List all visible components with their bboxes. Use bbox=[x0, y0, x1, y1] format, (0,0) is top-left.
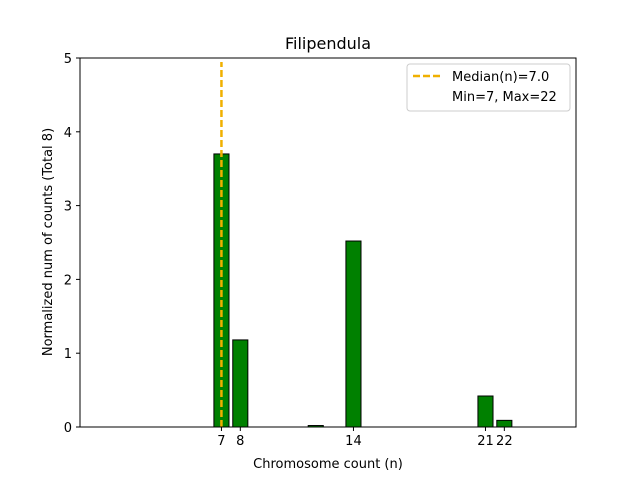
y-tick-label-2: 2 bbox=[64, 273, 72, 288]
bar-14 bbox=[345, 240, 362, 428]
legend-median-label: Median(n)=7.0 bbox=[452, 70, 549, 85]
legend-minmax-label: Min=7, Max=22 bbox=[452, 90, 557, 105]
x-tick-label-8: 8 bbox=[236, 434, 244, 449]
x-axis-label: Chromosome count (n) bbox=[253, 457, 403, 472]
y-axis-ticks: 0 1 2 3 4 5 bbox=[64, 52, 80, 436]
bar-22 bbox=[496, 419, 513, 428]
y-tick-label-0: 0 bbox=[64, 421, 72, 436]
bar-8 bbox=[232, 339, 249, 428]
y-tick-label-3: 3 bbox=[64, 200, 72, 215]
legend: Median(n)=7.0 Min=7, Max=22 bbox=[406, 63, 571, 112]
x-tick-label-7: 7 bbox=[217, 434, 225, 449]
chart-title: Filipendula bbox=[285, 34, 371, 53]
x-axis-ticks: 7 8 14 21 22 bbox=[217, 427, 513, 449]
y-tick-label-1: 1 bbox=[64, 347, 72, 362]
plot-frame bbox=[79, 57, 577, 428]
x-tick-label-22: 22 bbox=[496, 434, 513, 449]
x-tick-label-21: 21 bbox=[477, 434, 494, 449]
y-tick-label-4: 4 bbox=[64, 126, 72, 141]
x-tick-label-14: 14 bbox=[345, 434, 362, 449]
legend-box bbox=[406, 63, 571, 112]
y-tick-label-5: 5 bbox=[64, 52, 72, 67]
bar-21 bbox=[477, 395, 494, 428]
y-axis-label: Normalized num of counts (Total 8) bbox=[41, 128, 56, 356]
